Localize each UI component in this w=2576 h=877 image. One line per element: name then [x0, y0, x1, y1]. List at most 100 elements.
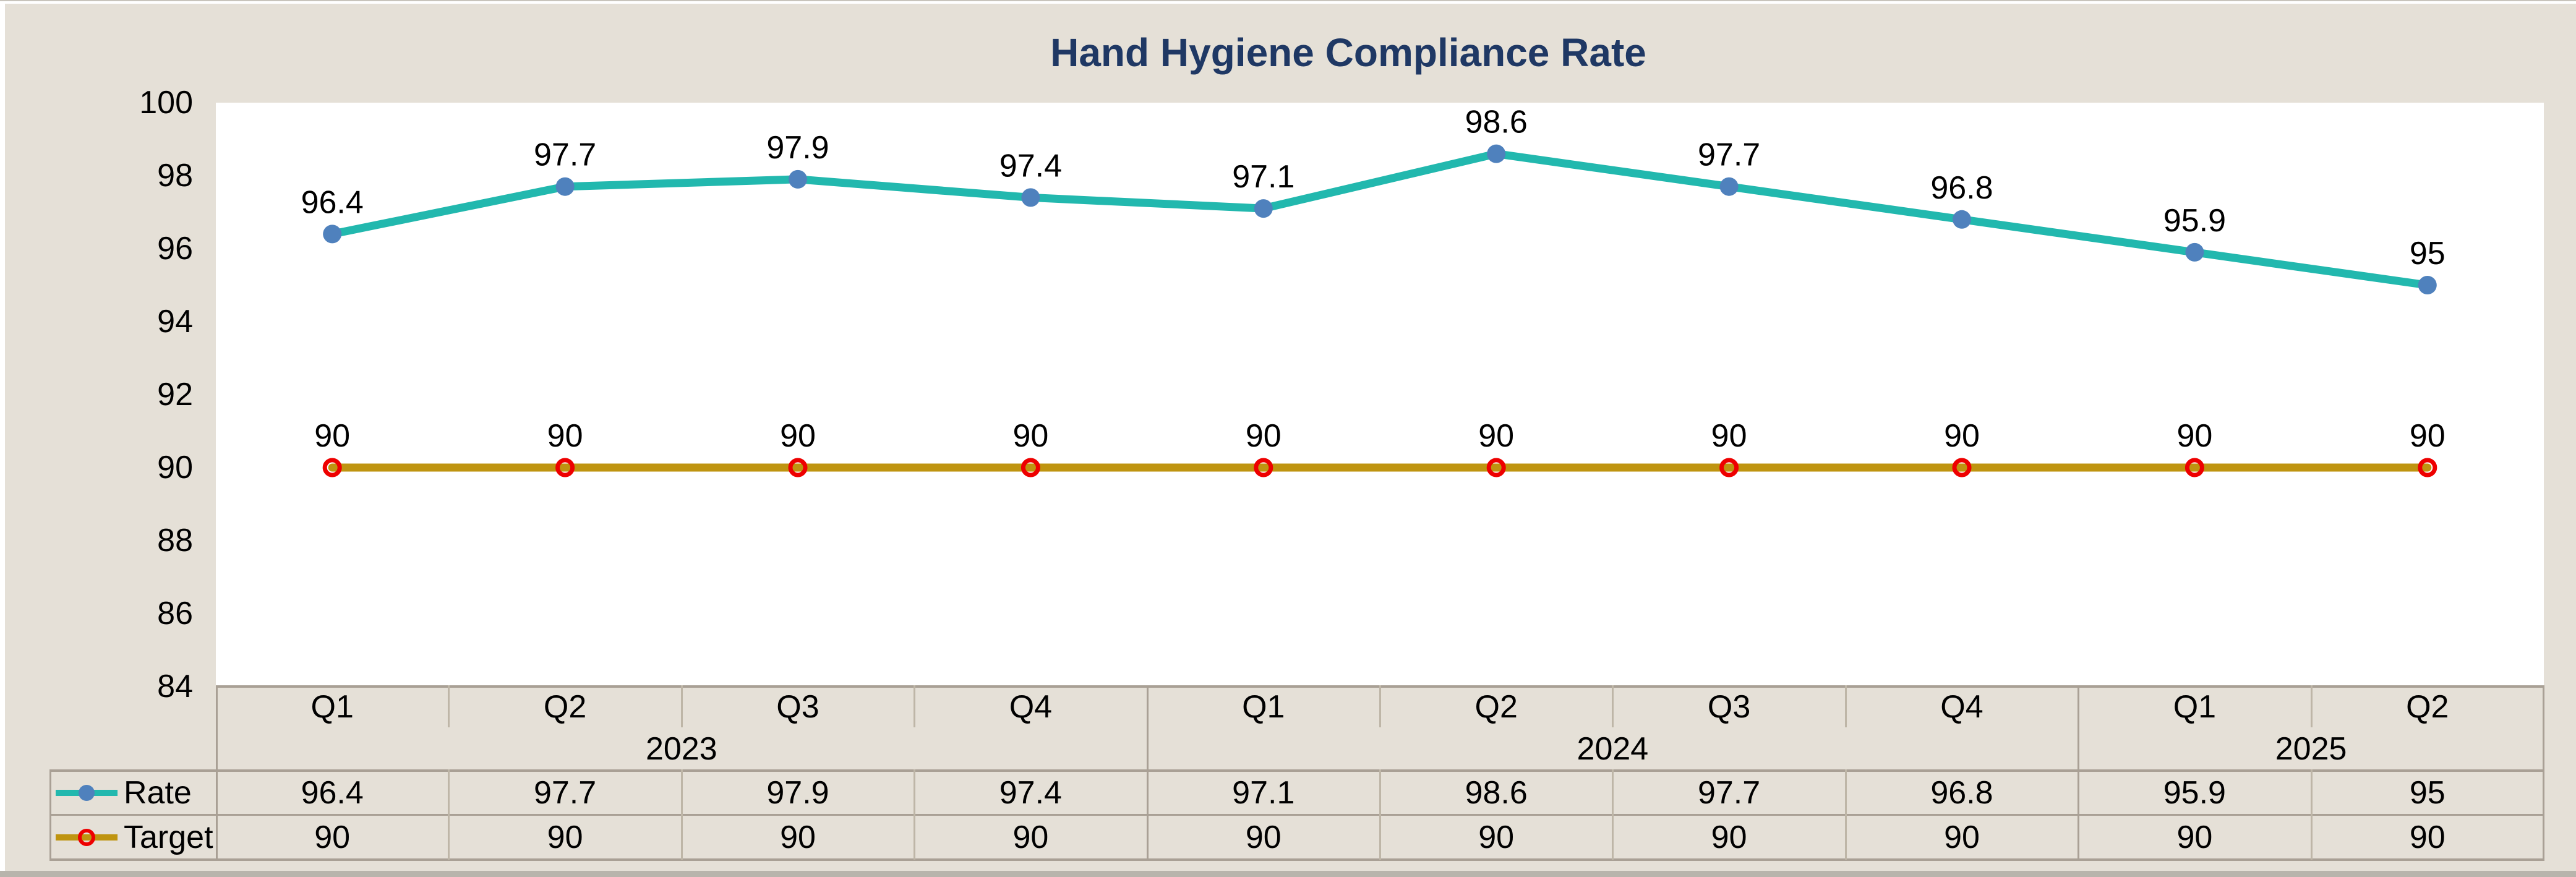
target-value-cell: 90: [314, 819, 351, 855]
table-gridline-v: [1379, 685, 1381, 727]
quarter-header-cell: Q4: [1940, 689, 1983, 725]
rate-value-cell: 97.7: [1697, 775, 1761, 811]
table-gridline-v: [1379, 769, 1381, 860]
rate-data-label: 98.6: [1465, 105, 1528, 140]
year-header-cell: 2024: [1577, 731, 1649, 767]
table-gridline-v: [2310, 685, 2313, 727]
rate-value-cell: 96.8: [1930, 775, 1993, 811]
target-data-label: 90: [780, 418, 816, 454]
target-marker: [1952, 458, 1972, 477]
target-data-label: 90: [1944, 418, 1980, 454]
plot-svg: 96.4 97.7 97.9 97.4 97.1 98.6 97.7 96.8 95.9 95 90…: [301, 105, 2445, 477]
rate-value-cell: 97.9: [766, 775, 829, 811]
quarter-header-cell: Q2: [543, 689, 587, 725]
table-gridline-v: [1612, 769, 1614, 860]
rate-value-cell: 97.1: [1232, 775, 1295, 811]
target-value-cell: 90: [2176, 819, 2213, 855]
rate-marker: [1719, 177, 1739, 196]
quarter-header-cell: Q1: [2173, 689, 2217, 725]
rate-value-cell: 96.4: [301, 775, 364, 811]
year-header-cell: 2023: [645, 731, 717, 767]
rate-value-cell: 98.6: [1465, 775, 1528, 811]
y-axis-tick-label: 88: [157, 523, 193, 558]
table-gridline-v: [2077, 685, 2080, 861]
target-key-marker: [78, 829, 95, 846]
rate-marker: [789, 169, 807, 189]
target-value-cell: 90: [1245, 819, 1282, 855]
target-data-label: 90: [2176, 418, 2212, 454]
rate-marker: [1953, 210, 1971, 229]
legend-label-target: Target: [124, 819, 213, 855]
rate-series-line: [328, 150, 2432, 289]
chart-canvas: Hand Hygiene Compliance Rate 96.4 97.7 97.…: [5, 4, 2576, 871]
target-value-cell: 90: [1711, 819, 1747, 855]
quarter-header-cell: Q2: [2406, 689, 2449, 725]
table-gridline-v: [2543, 685, 2544, 861]
rate-data-label: 97.7: [534, 137, 596, 173]
rate-value-cell: 95.9: [2163, 775, 2226, 811]
rate-data-label: 96.8: [1930, 170, 1993, 206]
rate-value-cell: 97.7: [533, 775, 597, 811]
y-axis-tick-label: 90: [157, 450, 193, 486]
target-marker: [322, 458, 342, 477]
table-gridline-v: [1612, 685, 1614, 727]
legend-key-target-icon: [56, 829, 118, 846]
target-data-label: 90: [2410, 418, 2445, 454]
y-axis-tick-label: 92: [157, 377, 193, 413]
quarter-header-cell: Q2: [1474, 689, 1518, 725]
y-axis-tick-label: 96: [157, 231, 193, 267]
target-value-cell: 90: [1012, 819, 1049, 855]
rate-marker: [1254, 199, 1273, 218]
rate-key-marker: [79, 785, 95, 801]
rate-marker: [1021, 188, 1040, 207]
y-axis-tick-label: 84: [157, 669, 193, 704]
rate-marker: [2418, 276, 2437, 294]
quarter-header-cell: Q1: [310, 689, 354, 725]
target-marker: [1719, 458, 1739, 477]
quarter-header-cell: Q3: [776, 689, 819, 725]
year-header-cell: 2025: [2275, 731, 2347, 767]
table-gridline-v: [914, 769, 916, 860]
rate-value-cell: 97.4: [999, 775, 1062, 811]
quarter-header-cell: Q1: [1242, 689, 1285, 725]
target-data-label: 90: [1246, 418, 1282, 454]
table-gridline-v: [216, 685, 218, 861]
legend-item-rate: Rate: [49, 771, 216, 815]
target-marker: [1486, 458, 1506, 477]
rate-data-label: 97.4: [999, 148, 1062, 184]
quarter-header-cell: Q3: [1707, 689, 1751, 725]
target-marker: [555, 458, 575, 477]
target-marker: [1021, 458, 1040, 477]
rate-data-label: 95.9: [2163, 203, 2226, 239]
table-gridline-h: [49, 858, 2544, 861]
table-gridline-v: [1146, 685, 1149, 861]
table-gridline-h: [49, 814, 2544, 816]
rate-marker: [555, 177, 575, 196]
target-value-cell: 90: [780, 819, 816, 855]
rate-marker: [323, 225, 342, 244]
rate-marker: [2185, 242, 2204, 262]
table-gridline-v: [680, 769, 683, 860]
target-data-label: 90: [1012, 418, 1048, 454]
rate-data-label: 97.9: [766, 130, 829, 166]
table-gridline-v: [49, 769, 51, 861]
target-data-label: 90: [1478, 418, 1514, 454]
rate-data-label: 97.1: [1232, 159, 1294, 195]
target-value-cell: 90: [2409, 819, 2445, 855]
target-marker: [2418, 458, 2437, 477]
table-gridline-v: [448, 769, 450, 860]
target-value-cell: 90: [1944, 819, 1980, 855]
table-gridline-v: [680, 685, 683, 727]
target-data-label: 90: [1711, 418, 1747, 454]
chart-title: Hand Hygiene Compliance Rate: [1050, 30, 1646, 75]
window-top-edge: [0, 0, 2576, 1]
plot-area: 96.4 97.7 97.9 97.4 97.1 98.6 97.7 96.8 95.9 95 90…: [216, 103, 2544, 687]
rate-marker: [1487, 144, 1506, 163]
table-gridline-h: [49, 769, 2544, 772]
target-data-label: 90: [314, 418, 350, 454]
y-axis-tick-label: 94: [157, 304, 193, 340]
y-axis-tick-label: 98: [157, 158, 193, 194]
window-bottom-edge: [0, 871, 2576, 877]
rate-data-label: 95: [2410, 236, 2445, 272]
